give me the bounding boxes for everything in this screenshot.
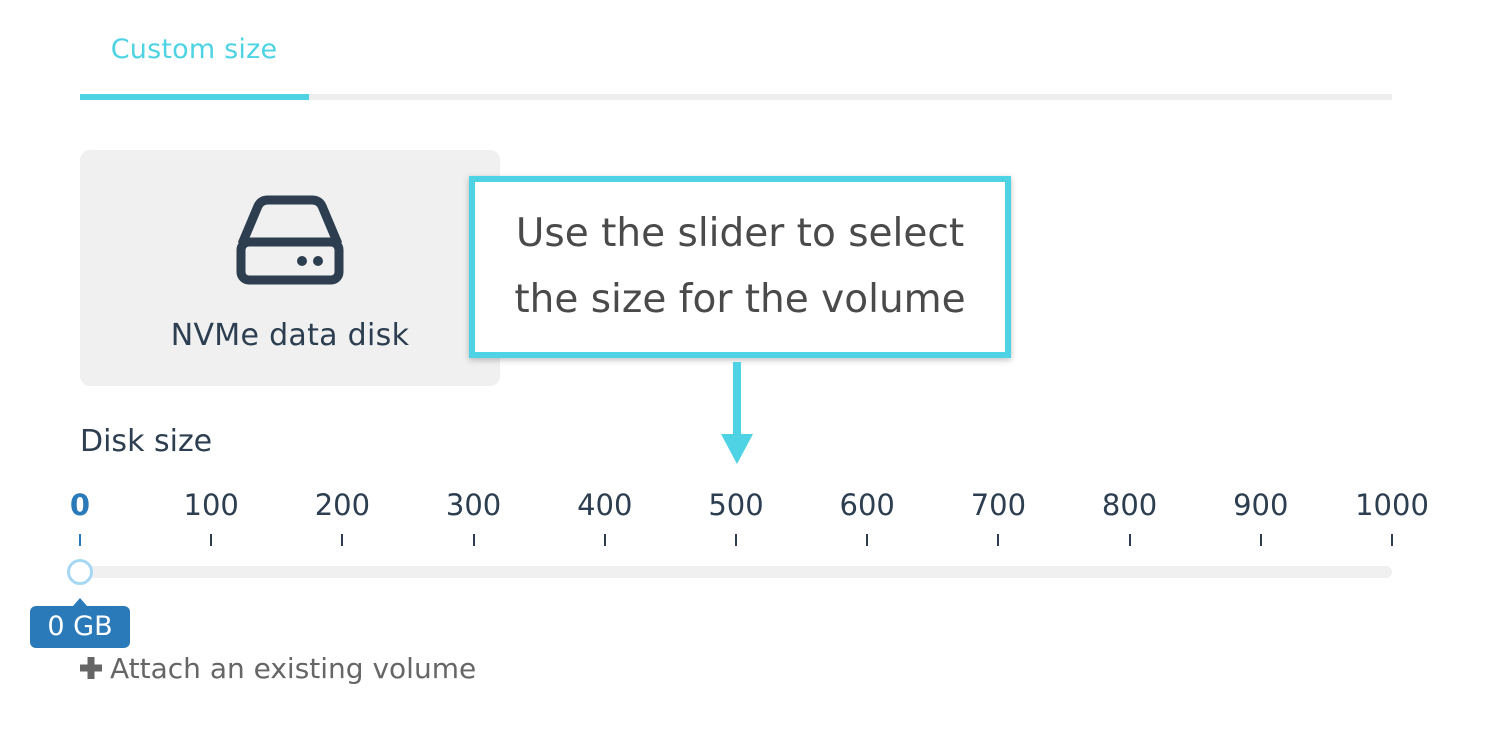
tick-mark [472, 534, 475, 546]
disk-size-slider-handle[interactable] [67, 559, 93, 585]
tab-active-indicator [80, 94, 309, 100]
tab-track [80, 94, 1392, 100]
plus-icon [80, 656, 102, 679]
tick-mark [1391, 534, 1393, 546]
disk-size-slider-track[interactable] [80, 566, 1392, 578]
tick-label: 900 [1233, 488, 1289, 522]
tick-label: 800 [1101, 488, 1158, 522]
nvme-disk-card[interactable]: NVMe data disk [80, 150, 500, 386]
tick-label: 700 [970, 488, 1027, 522]
tick-label: 0 [69, 488, 91, 522]
tab-custom-size[interactable]: Custom size [110, 34, 278, 65]
tick-label: 300 [445, 488, 502, 522]
hard-drive-icon [236, 195, 344, 285]
tick-label: 500 [708, 488, 764, 522]
tick-label: 100 [183, 488, 239, 522]
attach-label: Attach an existing volume [110, 652, 477, 685]
callout-text: Use the slider to select the size for th… [514, 211, 966, 322]
tick-mark [1128, 534, 1131, 546]
callout-arrow-shaft [733, 362, 741, 438]
value-badge-caret [73, 598, 87, 606]
tick-label: 600 [839, 488, 895, 522]
callout-box: Use the slider to select the size for th… [469, 176, 1011, 358]
callout-arrow-head [721, 434, 753, 464]
tick-mark [210, 534, 213, 546]
slider-value-badge: 0 GB [30, 606, 130, 648]
tick-label: 200 [314, 488, 371, 522]
tick-mark [866, 534, 869, 546]
attach-existing-volume-link[interactable]: Attach an existing volume [80, 652, 476, 685]
card-label: NVMe data disk [170, 318, 410, 353]
tick-mark [1259, 534, 1262, 546]
tick-mark [735, 534, 737, 546]
tick-mark [79, 534, 81, 546]
tick-label: 400 [577, 488, 633, 522]
tick-mark [341, 534, 344, 546]
tick-mark [603, 534, 606, 546]
tick-label: 1000 [1355, 488, 1429, 522]
tick-mark [997, 534, 1000, 546]
disk-size-label: Disk size [80, 424, 213, 459]
